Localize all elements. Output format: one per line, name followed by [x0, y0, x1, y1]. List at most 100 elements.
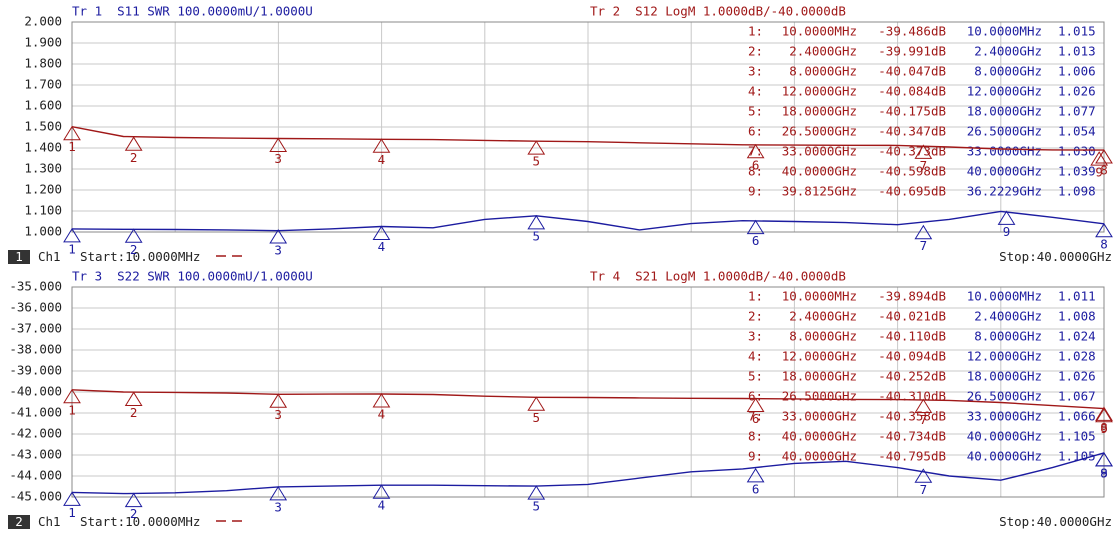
plot-frame	[71, 286, 1105, 498]
marker-triangle	[1095, 407, 1113, 423]
trace-header: Tr 4 S21 LogM 1.0000dB/-40.0000dB	[590, 269, 846, 284]
marker-value: -40.310dB	[878, 389, 946, 404]
y-tick-label: -37.000	[9, 321, 62, 336]
y-tick-label: 1.600	[24, 98, 62, 113]
marker-freq: 2.4000GHz	[789, 44, 857, 59]
marker-triangle	[269, 393, 288, 408]
marker-number: 5	[532, 499, 540, 514]
marker-row-label: 4:	[748, 349, 763, 364]
marker-triangle	[746, 397, 765, 413]
marker-number: 4	[378, 406, 386, 421]
marker-value: -40.734dB	[878, 429, 946, 444]
marker-number: 8	[1100, 236, 1108, 251]
marker-value: -40.795dB	[878, 449, 946, 464]
marker-value: 1.039	[1058, 164, 1096, 179]
marker-number: 4	[378, 239, 386, 254]
marker-triangle	[1095, 149, 1113, 164]
channel-label: Ch1	[38, 514, 61, 529]
y-tick-label: 1.700	[24, 77, 62, 92]
marker-number: 1	[68, 505, 76, 520]
marker-value: -39.894dB	[878, 289, 946, 304]
marker-freq: 26.5000GHz	[782, 124, 857, 139]
marker-number: 8	[1100, 163, 1108, 178]
marker-number: 9	[1100, 465, 1108, 480]
marker-value: 1.030	[1058, 144, 1096, 159]
y-tick-label: -42.000	[9, 426, 62, 441]
marker-number: 8	[1100, 420, 1108, 435]
marker-freq: 26.5000GHz	[782, 389, 857, 404]
marker-triangle	[269, 137, 288, 152]
marker-triangle	[746, 143, 765, 159]
y-tick-label: 1.500	[24, 119, 62, 134]
marker-freq: 8.0000GHz	[789, 329, 857, 344]
trace-header: Tr 3 S22 SWR 100.0000mU/1.0000U	[72, 269, 313, 284]
y-tick-label: -40.000	[9, 384, 62, 399]
marker-freq: 33.0000GHz	[967, 144, 1042, 159]
marker-number: 4	[378, 498, 386, 513]
marker-freq: 18.0000GHz	[967, 369, 1042, 384]
y-tick-label: 1.800	[24, 56, 62, 71]
channel-label: Ch1	[38, 249, 61, 264]
marker-freq: 39.8125GHz	[782, 184, 857, 199]
marker-value: -40.110dB	[878, 329, 946, 344]
marker-value: -39.486dB	[878, 24, 946, 39]
marker-number: 1	[68, 402, 76, 417]
y-tick-label: -35.000	[9, 279, 62, 294]
marker-value: -40.084dB	[878, 84, 946, 99]
marker-value: -40.175dB	[878, 104, 946, 119]
marker-number: 3	[274, 407, 282, 422]
channel-box	[8, 250, 30, 264]
trace-line	[71, 126, 1105, 151]
y-tick-label: -43.000	[9, 447, 62, 462]
marker-value: 1.028	[1058, 349, 1096, 364]
marker-row-label: 6:	[748, 389, 763, 404]
marker-number: 3	[274, 151, 282, 166]
marker-triangle	[124, 492, 143, 508]
channel-number: 2	[15, 514, 23, 529]
marker-value: 1.105	[1058, 449, 1096, 464]
marker-triangle	[372, 484, 391, 499]
marker-freq: 40.0000GHz	[782, 164, 857, 179]
marker-triangle	[269, 229, 288, 244]
marker-number: 2	[130, 405, 138, 420]
marker-value: 1.077	[1058, 104, 1096, 119]
marker-row-label: 3:	[748, 64, 763, 79]
marker-row-label: 1:	[748, 289, 763, 304]
marker-triangle	[914, 144, 933, 159]
marker-triangle	[914, 398, 933, 414]
marker-freq: 36.2229GHz	[967, 184, 1042, 199]
marker-row-label: 4:	[748, 84, 763, 99]
marker-row-label: 2:	[748, 309, 763, 324]
marker-number: 6	[752, 481, 760, 496]
trace-line	[71, 210, 1105, 232]
marker-freq: 33.0000GHz	[782, 409, 857, 424]
marker-row-label: 2:	[748, 44, 763, 59]
marker-freq: 2.4000GHz	[789, 309, 857, 324]
marker-freq: 33.0000GHz	[967, 409, 1042, 424]
marker-row-label: 9:	[748, 184, 763, 199]
y-tick-label: 1.300	[24, 161, 62, 176]
y-tick-label: -41.000	[9, 405, 62, 420]
channel-box	[8, 515, 30, 529]
marker-freq: 8.0000GHz	[974, 64, 1042, 79]
marker-value: 1.066	[1058, 409, 1096, 424]
marker-number: 6	[752, 157, 760, 172]
marker-number: 4	[378, 152, 386, 167]
marker-triangle	[63, 227, 81, 243]
marker-value: -40.373dB	[878, 144, 946, 159]
marker-triangle	[269, 485, 288, 501]
marker-triangle	[372, 393, 391, 408]
marker-row-label: 7:	[748, 409, 763, 424]
marker-freq: 2.4000GHz	[974, 44, 1042, 59]
stop-label: Stop:40.0000GHz	[999, 514, 1112, 529]
marker-freq: 40.0000GHz	[967, 164, 1042, 179]
marker-value: 1.054	[1058, 124, 1096, 139]
marker-value: -40.094dB	[878, 349, 946, 364]
marker-row-label: 7:	[748, 144, 763, 159]
marker-freq: 26.5000GHz	[967, 124, 1042, 139]
marker-number: 2	[130, 150, 138, 165]
marker-value: -40.598dB	[878, 164, 946, 179]
marker-freq: 26.5000GHz	[967, 389, 1042, 404]
marker-freq: 18.0000GHz	[782, 369, 857, 384]
marker-value: -40.347dB	[878, 124, 946, 139]
